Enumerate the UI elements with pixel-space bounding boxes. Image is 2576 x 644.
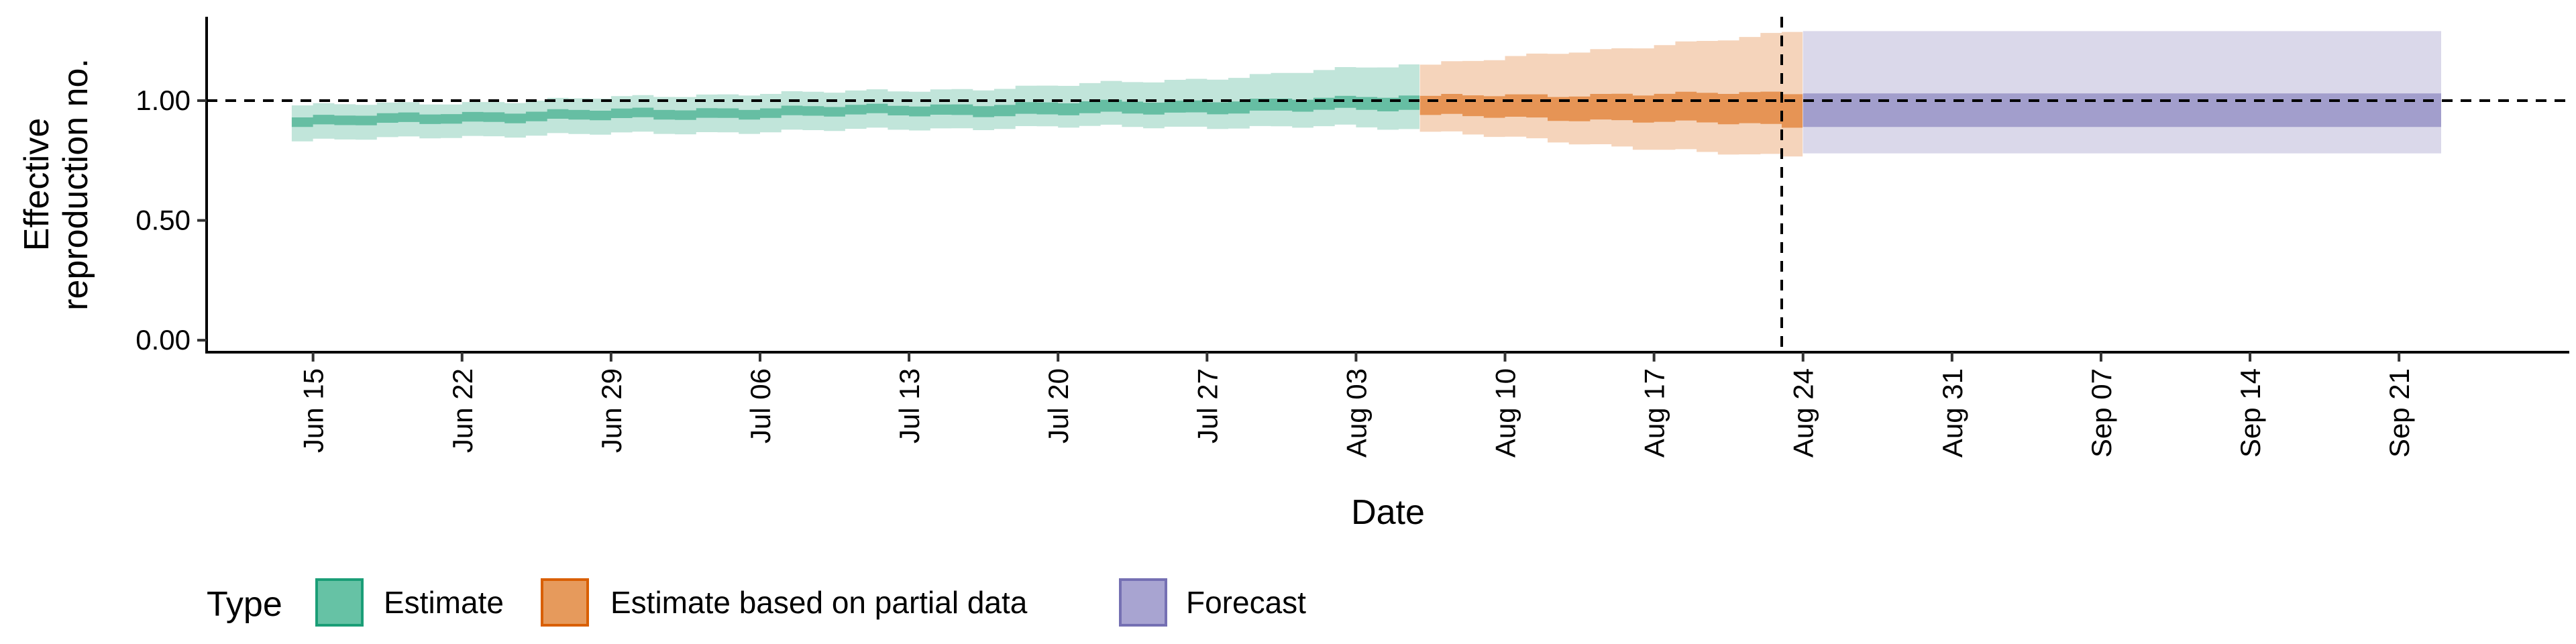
x-tick-label: Jul 13 [894,368,925,443]
series-bands [291,31,2441,157]
x-tick-label: Sep 21 [2383,368,2415,458]
y-tick-label: 0.00 [136,324,191,356]
x-tick-label: Sep 14 [2235,368,2266,458]
y-axis-title-line-1: Effective [17,118,56,251]
band-inner-3 [1803,93,2441,127]
x-tick-label: Jul 06 [745,368,776,443]
y-tick-label: 1.00 [136,85,191,116]
x-tick-label: Jul 20 [1042,368,1074,443]
x-tick-label: Jul 27 [1191,368,1223,443]
legend-title: Type [207,585,282,624]
y-tick-label: 0.50 [136,205,191,236]
band-outer-3 [1803,31,2441,154]
x-tick-label: Jun 15 [298,368,329,453]
legend-swatch-2 [541,578,589,627]
legend-label-2: Estimate based on partial data [610,585,1028,620]
legend-label-1: Estimate [384,585,504,620]
legend: Type Estimate Estimate based on partial da… [207,578,1306,627]
x-tick-label: Jun 22 [447,368,478,453]
legend-swatch-3 [1119,578,1167,627]
x-tick-label: Jun 29 [596,368,627,453]
x-tick-label: Aug 10 [1490,368,1521,458]
band-outer-1 [291,64,1419,142]
legend-swatch-1 [315,578,364,627]
legend-label-3: Forecast [1186,585,1306,620]
band-inner-2 [1419,91,1803,128]
x-axis-title: Date [1351,493,1425,532]
band-inner-1 [291,95,1419,127]
y-axis-title-line-2: reproduction no. [56,58,95,311]
axes: 0.00 0.50 1.00 Jun 15 Jun 22 Jun 29 Jul 06 Jul … [17,17,2569,532]
x-tick-label: Aug 17 [1639,368,1670,458]
x-tick-label: Aug 03 [1340,368,1372,458]
x-tick-label: Aug 31 [1937,368,1968,458]
x-tick-label: Sep 07 [2086,368,2117,458]
x-tick-label: Aug 24 [1788,368,1819,458]
